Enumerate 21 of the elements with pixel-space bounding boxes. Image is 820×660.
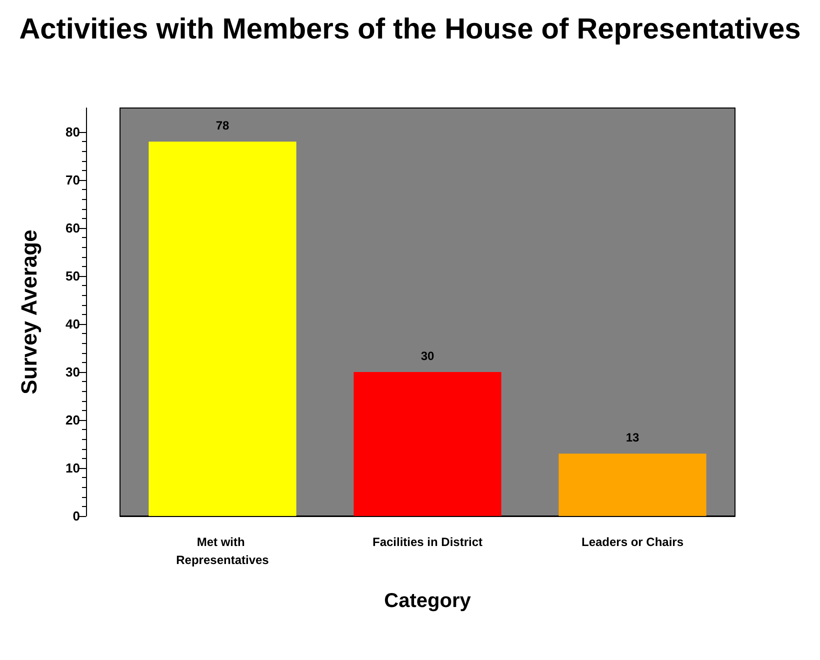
y-tick-label: 40	[66, 316, 80, 332]
bar	[354, 372, 502, 516]
y-tick-label: 30	[66, 364, 80, 380]
x-tick-label: Facilities in District	[372, 535, 483, 549]
y-tick-label: 60	[66, 220, 80, 236]
y-axis-title: Survey Average	[16, 230, 42, 394]
y-tick-label: 80	[66, 124, 80, 140]
y-tick-label: 70	[66, 172, 80, 188]
data-label: 78	[216, 118, 230, 133]
y-tick-label: 20	[66, 412, 80, 428]
y-tick-label: 50	[66, 268, 80, 284]
y-tick-label: 10	[66, 460, 80, 476]
x-axis-title: Category	[384, 590, 472, 612]
y-tick-label: 0	[72, 508, 80, 524]
data-label: 13	[626, 430, 640, 445]
data-label: 30	[420, 349, 434, 363]
bar	[148, 142, 296, 516]
chart-title: Activities with Members of the House of Representatives	[19, 14, 801, 46]
x-tick-label: Leaders or Chairs	[581, 535, 684, 549]
bar	[558, 454, 706, 516]
x-tick-label: Met with Representatives	[176, 535, 270, 567]
